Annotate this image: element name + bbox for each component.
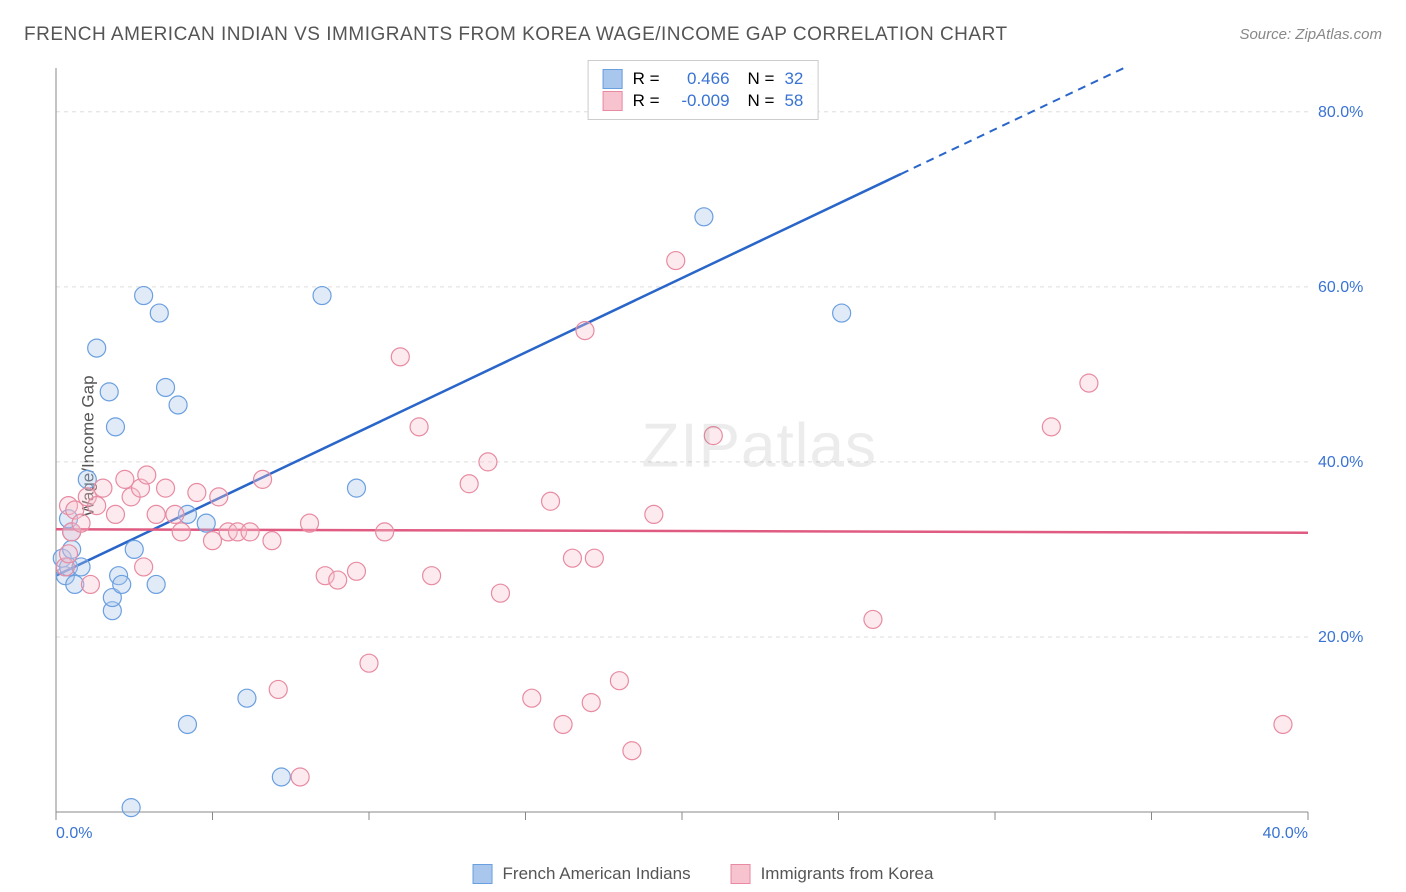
legend-label-0: French American Indians [503,864,691,884]
n-label: N = [748,69,775,89]
r-value-1: -0.009 [670,91,730,111]
svg-text:60.0%: 60.0% [1318,279,1363,296]
n-value-1: 58 [784,91,803,111]
legend-swatch-0 [603,69,623,89]
n-value-0: 32 [784,69,803,89]
r-label: R = [633,69,660,89]
legend-label-1: Immigrants from Korea [761,864,934,884]
legend-swatch-1 [603,91,623,111]
legend-swatch-bottom-1 [731,864,751,884]
svg-text:40.0%: 40.0% [1318,454,1363,471]
legend-row-series-1: R = -0.009 N = 58 [603,91,804,111]
legend-item-1: Immigrants from Korea [731,864,934,884]
scatter-svg: 20.0% 40.0% 60.0% 80.0% 0.0% 40.0% [48,60,1378,852]
svg-text:0.0%: 0.0% [56,825,92,842]
r-value-0: 0.466 [670,69,730,89]
chart-plot-area: 20.0% 40.0% 60.0% 80.0% 0.0% 40.0% [48,60,1378,852]
source-attribution: Source: ZipAtlas.com [1239,26,1382,43]
svg-text:80.0%: 80.0% [1318,104,1363,121]
series-legend: French American Indians Immigrants from … [473,864,934,884]
r-label: R = [633,91,660,111]
legend-swatch-bottom-0 [473,864,493,884]
svg-text:40.0%: 40.0% [1263,825,1308,842]
svg-text:20.0%: 20.0% [1318,629,1363,646]
legend-item-0: French American Indians [473,864,691,884]
correlation-legend: R = 0.466 N = 32 R = -0.009 N = 58 [588,60,819,120]
legend-row-series-0: R = 0.466 N = 32 [603,69,804,89]
chart-title: FRENCH AMERICAN INDIAN VS IMMIGRANTS FRO… [24,24,1008,46]
n-label: N = [748,91,775,111]
